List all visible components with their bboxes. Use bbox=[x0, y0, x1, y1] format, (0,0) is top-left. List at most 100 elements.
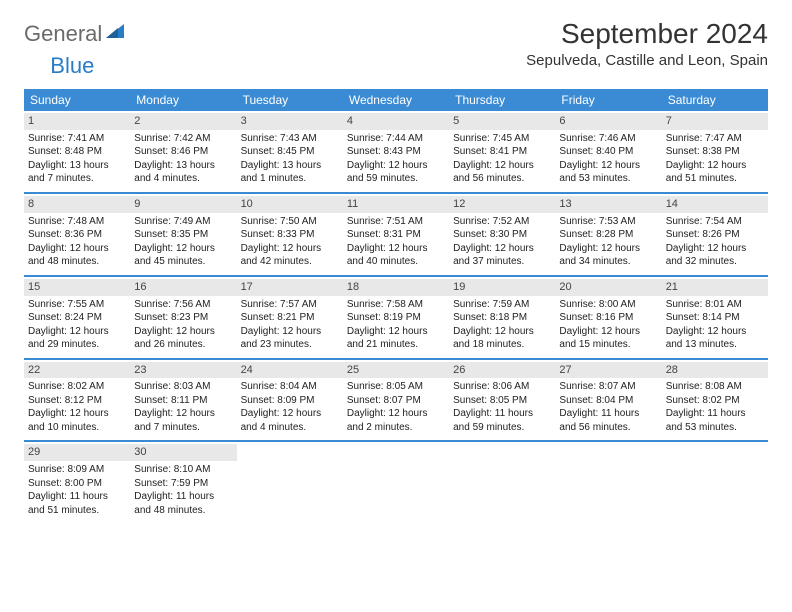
sunset-line: Sunset: 8:30 PM bbox=[453, 228, 551, 242]
day-number: 17 bbox=[237, 279, 343, 296]
calendar-day: 8Sunrise: 7:48 AMSunset: 8:36 PMDaylight… bbox=[24, 194, 130, 275]
calendar-day: 4Sunrise: 7:44 AMSunset: 8:43 PMDaylight… bbox=[343, 111, 449, 192]
daylight-line: Daylight: 12 hours and 7 minutes. bbox=[134, 407, 232, 434]
calendar-week: 15Sunrise: 7:55 AMSunset: 8:24 PMDayligh… bbox=[24, 277, 768, 360]
sunset-line: Sunset: 8:09 PM bbox=[241, 394, 339, 408]
calendar-day: 28Sunrise: 8:08 AMSunset: 8:02 PMDayligh… bbox=[662, 360, 768, 441]
day-number: 13 bbox=[555, 196, 661, 213]
daylight-line: Daylight: 12 hours and 34 minutes. bbox=[559, 242, 657, 269]
sunrise-line: Sunrise: 7:54 AM bbox=[666, 215, 764, 229]
day-number: 9 bbox=[130, 196, 236, 213]
daylight-line: Daylight: 12 hours and 45 minutes. bbox=[134, 242, 232, 269]
sunset-line: Sunset: 8:28 PM bbox=[559, 228, 657, 242]
sunset-line: Sunset: 8:41 PM bbox=[453, 145, 551, 159]
sunset-line: Sunset: 8:43 PM bbox=[347, 145, 445, 159]
sunrise-line: Sunrise: 7:50 AM bbox=[241, 215, 339, 229]
title-block: September 2024 Sepulveda, Castille and L… bbox=[526, 18, 768, 69]
sunrise-line: Sunrise: 8:01 AM bbox=[666, 298, 764, 312]
sunset-line: Sunset: 8:16 PM bbox=[559, 311, 657, 325]
calendar-day: 25Sunrise: 8:05 AMSunset: 8:07 PMDayligh… bbox=[343, 360, 449, 441]
sunrise-line: Sunrise: 7:44 AM bbox=[347, 132, 445, 146]
sunrise-line: Sunrise: 7:48 AM bbox=[28, 215, 126, 229]
calendar-day: 19Sunrise: 7:59 AMSunset: 8:18 PMDayligh… bbox=[449, 277, 555, 358]
logo-text-2: Blue bbox=[50, 53, 94, 79]
sunrise-line: Sunrise: 8:05 AM bbox=[347, 380, 445, 394]
day-number: 28 bbox=[662, 362, 768, 379]
calendar-day: 29Sunrise: 8:09 AMSunset: 8:00 PMDayligh… bbox=[24, 442, 130, 523]
sunset-line: Sunset: 8:45 PM bbox=[241, 145, 339, 159]
daylight-line: Daylight: 12 hours and 15 minutes. bbox=[559, 325, 657, 352]
sunrise-line: Sunrise: 7:51 AM bbox=[347, 215, 445, 229]
sunrise-line: Sunrise: 8:09 AM bbox=[28, 463, 126, 477]
daylight-line: Daylight: 12 hours and 51 minutes. bbox=[666, 159, 764, 186]
sunrise-line: Sunrise: 8:02 AM bbox=[28, 380, 126, 394]
calendar-day: 15Sunrise: 7:55 AMSunset: 8:24 PMDayligh… bbox=[24, 277, 130, 358]
sunset-line: Sunset: 8:02 PM bbox=[666, 394, 764, 408]
day-number: 23 bbox=[130, 362, 236, 379]
weekday-header: Tuesday bbox=[237, 89, 343, 111]
sunrise-line: Sunrise: 7:45 AM bbox=[453, 132, 551, 146]
sunrise-line: Sunrise: 7:49 AM bbox=[134, 215, 232, 229]
calendar-week: 29Sunrise: 8:09 AMSunset: 8:00 PMDayligh… bbox=[24, 442, 768, 523]
sunrise-line: Sunrise: 7:59 AM bbox=[453, 298, 551, 312]
calendar-day: 20 Sunrise: 8:00 AMSunset: 8:16 PMDayligh… bbox=[555, 277, 661, 358]
sunrise-line: Sunrise: 7:41 AM bbox=[28, 132, 126, 146]
sunset-line: Sunset: 8:26 PM bbox=[666, 228, 764, 242]
calendar-day: 26Sunrise: 8:06 AMSunset: 8:05 PMDayligh… bbox=[449, 360, 555, 441]
calendar-day: 24Sunrise: 8:04 AMSunset: 8:09 PMDayligh… bbox=[237, 360, 343, 441]
daylight-line: Daylight: 12 hours and 13 minutes. bbox=[666, 325, 764, 352]
sunset-line: Sunset: 8:04 PM bbox=[559, 394, 657, 408]
day-number: 14 bbox=[662, 196, 768, 213]
calendar-day-empty bbox=[555, 442, 661, 523]
day-number: 29 bbox=[24, 444, 130, 461]
day-number: 27 bbox=[555, 362, 661, 379]
sunrise-line: Sunrise: 8:00 AM bbox=[559, 298, 657, 312]
sunrise-line: Sunrise: 7:57 AM bbox=[241, 298, 339, 312]
calendar-header-row: Sunday Monday Tuesday Wednesday Thursday… bbox=[24, 89, 768, 111]
sunset-line: Sunset: 8:31 PM bbox=[347, 228, 445, 242]
day-number: 20 bbox=[555, 279, 661, 296]
logo-triangle-icon bbox=[106, 18, 124, 44]
logo-text-1: General bbox=[24, 21, 102, 47]
calendar-day: 5Sunrise: 7:45 AMSunset: 8:41 PMDaylight… bbox=[449, 111, 555, 192]
day-number: 16 bbox=[130, 279, 236, 296]
day-number: 3 bbox=[237, 113, 343, 130]
calendar-day: 22Sunrise: 8:02 AMSunset: 8:12 PMDayligh… bbox=[24, 360, 130, 441]
daylight-line: Daylight: 12 hours and 29 minutes. bbox=[28, 325, 126, 352]
calendar-day-empty bbox=[237, 442, 343, 523]
daylight-line: Daylight: 12 hours and 23 minutes. bbox=[241, 325, 339, 352]
calendar: Sunday Monday Tuesday Wednesday Thursday… bbox=[24, 89, 768, 523]
sunset-line: Sunset: 8:12 PM bbox=[28, 394, 126, 408]
sunset-line: Sunset: 8:46 PM bbox=[134, 145, 232, 159]
daylight-line: Daylight: 12 hours and 40 minutes. bbox=[347, 242, 445, 269]
day-number: 30 bbox=[130, 444, 236, 461]
sunrise-line: Sunrise: 7:42 AM bbox=[134, 132, 232, 146]
sunset-line: Sunset: 7:59 PM bbox=[134, 477, 232, 491]
day-number: 22 bbox=[24, 362, 130, 379]
sunset-line: Sunset: 8:05 PM bbox=[453, 394, 551, 408]
daylight-line: Daylight: 11 hours and 56 minutes. bbox=[559, 407, 657, 434]
sunset-line: Sunset: 8:07 PM bbox=[347, 394, 445, 408]
daylight-line: Daylight: 12 hours and 21 minutes. bbox=[347, 325, 445, 352]
day-number: 7 bbox=[662, 113, 768, 130]
sunrise-line: Sunrise: 8:06 AM bbox=[453, 380, 551, 394]
calendar-day: 3Sunrise: 7:43 AMSunset: 8:45 PMDaylight… bbox=[237, 111, 343, 192]
sunrise-line: Sunrise: 7:43 AM bbox=[241, 132, 339, 146]
calendar-week: 8Sunrise: 7:48 AMSunset: 8:36 PMDaylight… bbox=[24, 194, 768, 277]
weekday-header: Friday bbox=[555, 89, 661, 111]
calendar-day: 6Sunrise: 7:46 AMSunset: 8:40 PMDaylight… bbox=[555, 111, 661, 192]
sunrise-line: Sunrise: 8:07 AM bbox=[559, 380, 657, 394]
sunset-line: Sunset: 8:23 PM bbox=[134, 311, 232, 325]
day-number: 25 bbox=[343, 362, 449, 379]
sunrise-line: Sunrise: 7:47 AM bbox=[666, 132, 764, 146]
calendar-day: 21Sunrise: 8:01 AMSunset: 8:14 PMDayligh… bbox=[662, 277, 768, 358]
daylight-line: Daylight: 12 hours and 32 minutes. bbox=[666, 242, 764, 269]
calendar-day: 11 Sunrise: 7:51 AMSunset: 8:31 PMDayligh… bbox=[343, 194, 449, 275]
day-number: 26 bbox=[449, 362, 555, 379]
day-number: 11 bbox=[343, 196, 449, 213]
sunset-line: Sunset: 8:00 PM bbox=[28, 477, 126, 491]
sunrise-line: Sunrise: 7:55 AM bbox=[28, 298, 126, 312]
daylight-line: Daylight: 12 hours and 10 minutes. bbox=[28, 407, 126, 434]
day-number: 5 bbox=[449, 113, 555, 130]
daylight-line: Daylight: 12 hours and 53 minutes. bbox=[559, 159, 657, 186]
